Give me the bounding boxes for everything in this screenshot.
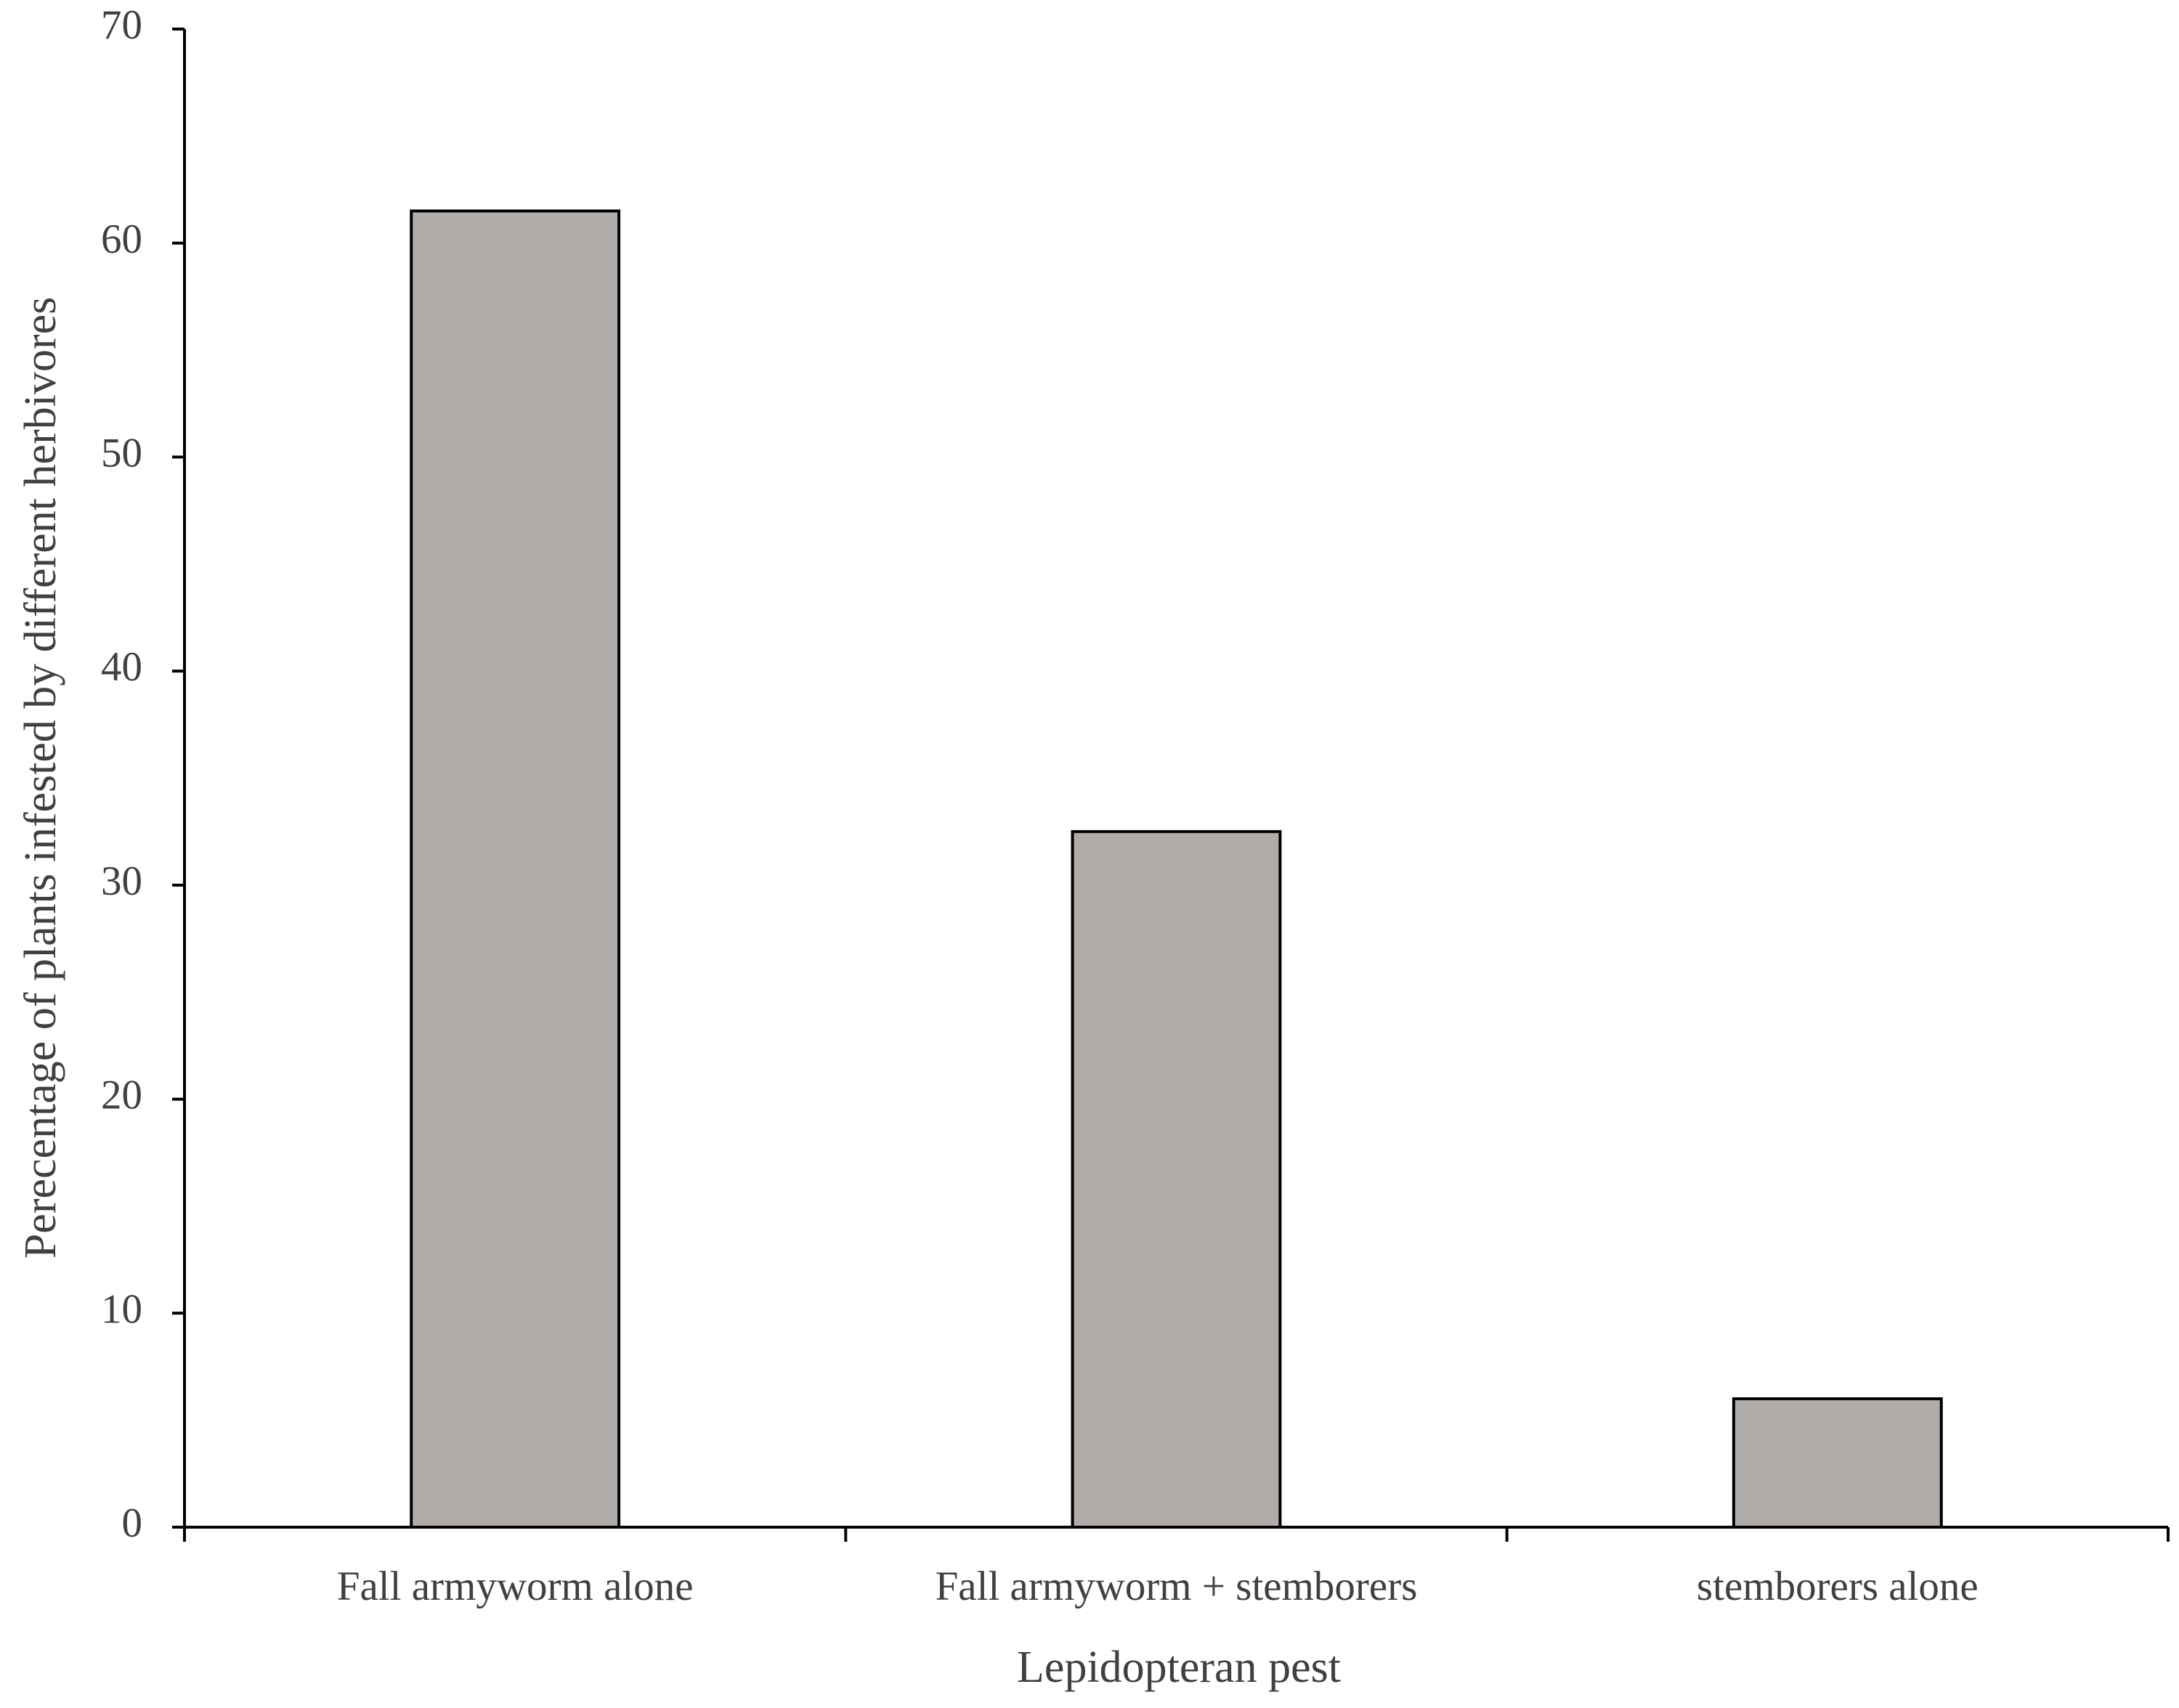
x-axis-title: Lepidopteran pest bbox=[1017, 1643, 1341, 1692]
y-tick-label: 70 bbox=[101, 2, 142, 48]
x-tick-label: Fall armyworm alone bbox=[337, 1563, 694, 1609]
y-tick-label: 50 bbox=[101, 431, 142, 476]
bar bbox=[410, 209, 621, 1529]
y-tick-label: 30 bbox=[101, 858, 142, 904]
y-tick-label: 20 bbox=[101, 1073, 142, 1118]
y-tick-label: 10 bbox=[101, 1286, 142, 1332]
bar bbox=[1071, 830, 1282, 1529]
y-tick-label: 60 bbox=[101, 216, 142, 262]
y-tick-label: 0 bbox=[122, 1500, 143, 1546]
y-tick-label: 40 bbox=[101, 644, 142, 690]
y-axis-title: Perecentage of plants infested by differ… bbox=[16, 297, 65, 1258]
x-tick-label: Fall armyworm + stemborers bbox=[936, 1563, 1418, 1609]
x-tick-label: stemborers alone bbox=[1697, 1563, 1979, 1609]
bar bbox=[1732, 1397, 1943, 1529]
